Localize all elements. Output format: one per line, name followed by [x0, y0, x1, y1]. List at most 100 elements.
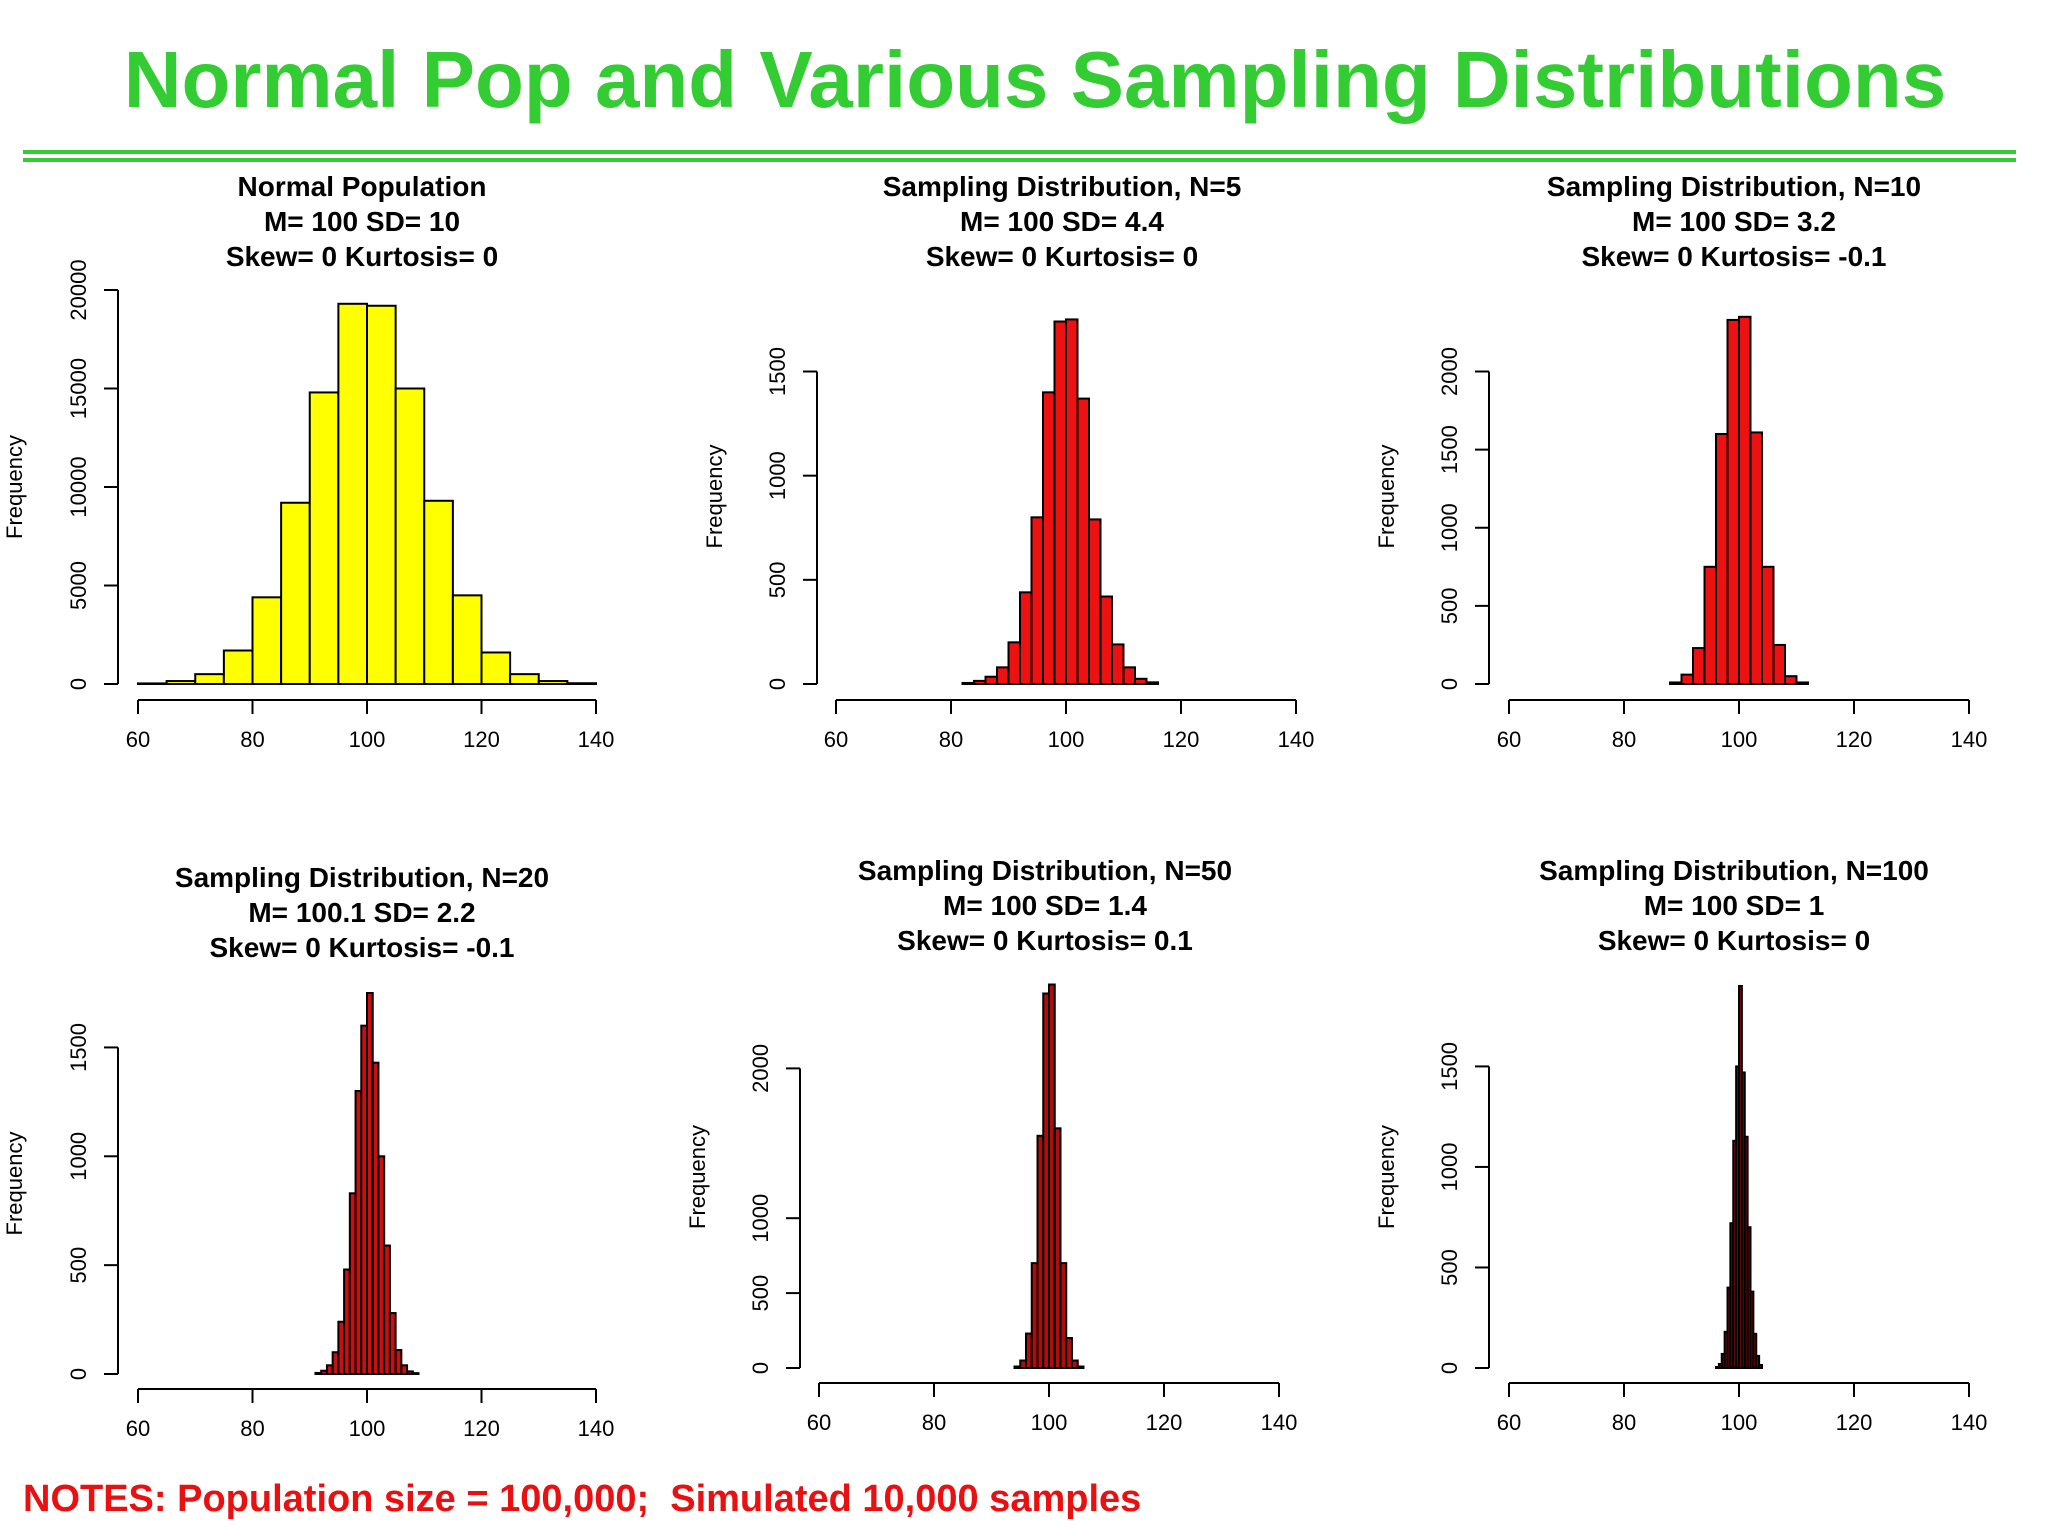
y-tick-label: 1000	[66, 1132, 91, 1181]
y-tick-label: 1500	[1437, 425, 1462, 474]
y-axis-label: Frequency	[2, 435, 27, 539]
histogram-bar	[1795, 681, 1809, 685]
histogram-bar	[1784, 675, 1798, 685]
chart-title-line: Skew= 0 Kurtosis= 0.1	[897, 925, 1193, 956]
histogram-bar	[194, 673, 225, 686]
x-tick-label: 120	[1836, 1410, 1873, 1435]
y-tick-label: 0	[66, 678, 91, 690]
histogram-bar	[973, 679, 987, 685]
histogram-bar	[280, 501, 311, 686]
x-tick-label: 60	[807, 1410, 831, 1435]
chart-title-line: M= 100.1 SD= 2.2	[248, 897, 475, 928]
histogram-bar	[1715, 433, 1729, 685]
histogram-bar	[1007, 641, 1021, 685]
histogram-bar	[1053, 320, 1067, 685]
chart-title-line: M= 100 SD= 1.4	[943, 890, 1147, 921]
histogram-bar	[1065, 1337, 1073, 1369]
histogram-panel: Normal Population M= 100 SD= 10 Skew= 0 Ku…	[2, 171, 614, 752]
histogram-bar	[1680, 673, 1694, 685]
histogram-bar	[1669, 681, 1683, 685]
y-tick-label: 0	[748, 1362, 773, 1374]
histogram-bar	[394, 387, 426, 685]
chart-title-line: M= 100 SD= 4.4	[960, 206, 1164, 237]
x-tick-label: 140	[1278, 727, 1315, 752]
y-tick-label: 15000	[66, 358, 91, 419]
histogram-bar	[1761, 565, 1775, 685]
y-tick-label: 500	[66, 1247, 91, 1284]
y-tick-label: 1000	[1437, 503, 1462, 552]
y-axis-label: Frequency	[685, 1125, 710, 1229]
histogram-bar	[388, 1312, 397, 1376]
chart-title-line: M= 100 SD= 10	[264, 206, 460, 237]
y-tick-label: 2000	[748, 1044, 773, 1093]
histogram-bar	[1726, 318, 1740, 685]
histogram-bar	[337, 302, 368, 685]
y-tick-label: 1500	[1437, 1042, 1462, 1091]
x-tick-label: 140	[578, 727, 615, 752]
histogram-bar	[1065, 318, 1079, 685]
histogram-bar	[366, 304, 397, 685]
histogram-bar	[996, 666, 1010, 685]
y-tick-label: 0	[1437, 1362, 1462, 1374]
x-tick-label: 60	[126, 727, 150, 752]
y-tick-label: 1500	[765, 347, 790, 396]
histogram-panel: Sampling Distribution, N=20 M= 100.1 SD= …	[2, 862, 614, 1441]
x-tick-label: 60	[126, 1416, 150, 1441]
slide-title: Normal Pop and Various Sampling Distribu…	[123, 35, 1947, 124]
x-tick-label: 80	[922, 1410, 946, 1435]
title-divider-line	[23, 158, 2016, 162]
y-tick-label: 5000	[66, 561, 91, 610]
histogram-bar	[1134, 677, 1148, 686]
histogram-bar	[1076, 397, 1090, 685]
x-tick-label: 120	[463, 727, 500, 752]
histogram-panel: Sampling Distribution, N=50 M= 100 SD= 1.…	[685, 855, 1297, 1435]
y-tick-label: 1500	[66, 1023, 91, 1072]
y-tick-label: 0	[66, 1368, 91, 1380]
x-tick-label: 100	[1721, 1410, 1758, 1435]
x-tick-label: 60	[1497, 727, 1521, 752]
histogram-panel: Sampling Distribution, N=100 M= 100 SD= 1…	[1374, 855, 1987, 1435]
histogram-bar	[165, 680, 197, 685]
notes-text: NOTES: Population size = 100,000; Simula…	[23, 1478, 1142, 1520]
x-tick-label: 100	[1031, 1410, 1068, 1435]
histogram-bar	[411, 1372, 420, 1376]
x-tick-label: 100	[349, 1416, 386, 1441]
x-tick-label: 120	[1163, 727, 1200, 752]
chart-title-line: M= 100 SD= 3.2	[1632, 206, 1836, 237]
histogram-bar	[1749, 1290, 1755, 1369]
histogram-bar	[251, 596, 283, 686]
y-tick-label: 20000	[66, 259, 91, 320]
histogram-bar	[394, 1349, 403, 1375]
chart-title-line: Sampling Distribution, N=10	[1547, 171, 1921, 202]
chart-title-line: Skew= 0 Kurtosis= 0	[926, 241, 1198, 272]
histogram-bar	[1099, 595, 1113, 685]
x-tick-label: 120	[463, 1416, 500, 1441]
x-tick-label: 100	[1048, 727, 1085, 752]
y-tick-label: 500	[748, 1275, 773, 1312]
x-tick-label: 140	[1951, 727, 1988, 752]
y-tick-label: 10000	[66, 456, 91, 517]
x-tick-label: 140	[578, 1416, 615, 1441]
histogram-bar	[1059, 1262, 1068, 1369]
histogram-bar	[222, 649, 254, 686]
x-tick-label: 60	[1497, 1410, 1521, 1435]
chart-title-line: Skew= 0 Kurtosis= -0.1	[209, 932, 514, 963]
histogram-bar	[1053, 1127, 1062, 1369]
y-tick-label: 2000	[1437, 347, 1462, 396]
histogram-bar	[1042, 391, 1056, 685]
histogram-bar	[984, 675, 998, 685]
chart-title-line: Normal Population	[238, 171, 487, 202]
histogram-bar	[537, 680, 569, 685]
histogram-bar	[1692, 647, 1706, 685]
histogram-bar	[451, 594, 483, 685]
histogram-bar	[566, 682, 597, 685]
y-tick-label: 1000	[1437, 1142, 1462, 1191]
y-tick-label: 0	[765, 678, 790, 690]
chart-title-line: Skew= 0 Kurtosis= 0	[226, 241, 498, 272]
chart-title-line: Skew= 0 Kurtosis= 0	[1598, 925, 1870, 956]
x-tick-label: 80	[240, 727, 264, 752]
y-axis-label: Frequency	[1374, 445, 1399, 549]
chart-title-line: M= 100 SD= 1	[1644, 890, 1825, 921]
histogram-bar	[1758, 1363, 1763, 1370]
histogram-bar	[383, 1244, 391, 1376]
